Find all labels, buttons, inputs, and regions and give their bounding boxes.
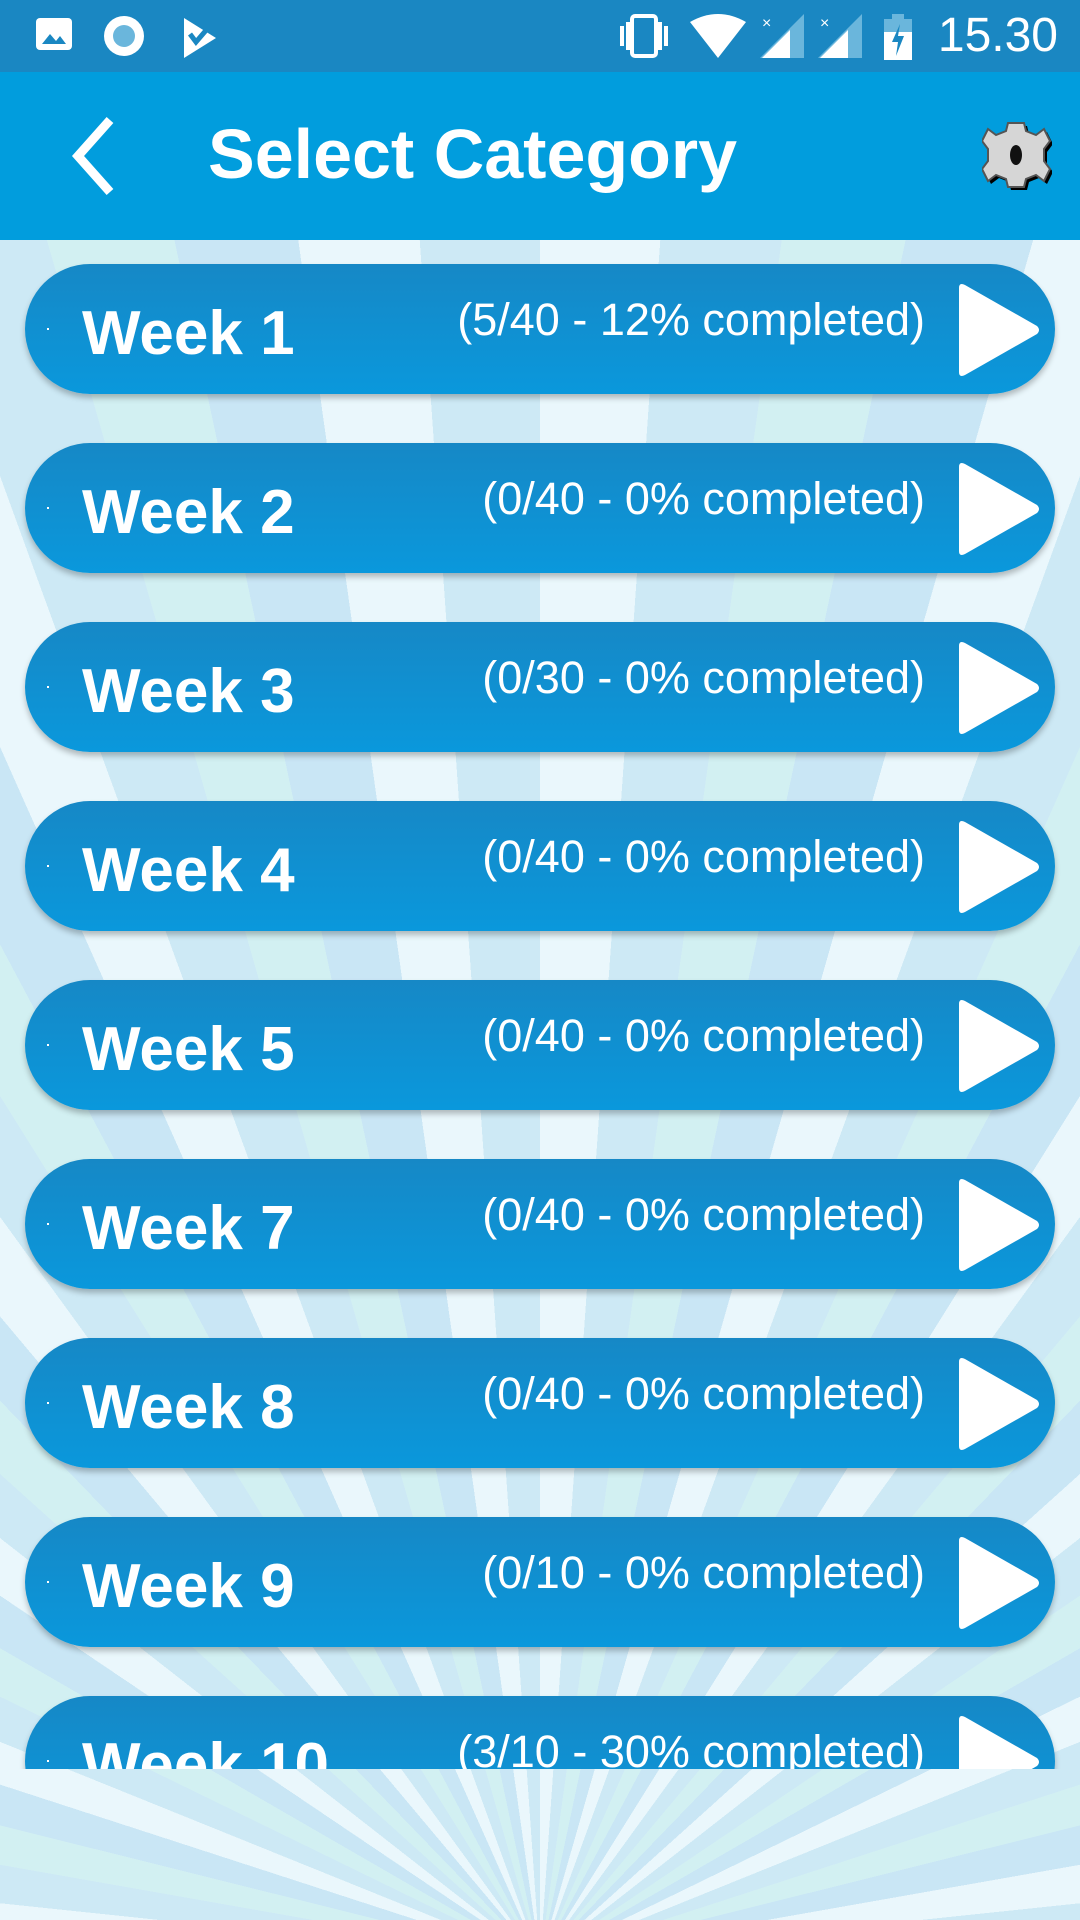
category-progress: (5/40 - 12% completed) [457,294,925,345]
category-progress: (3/10 - 30% completed) [457,1726,925,1769]
bullet-dot [47,1581,49,1583]
category-progress: (0/40 - 0% completed) [482,831,925,882]
category-button[interactable]: Week 9 (0/10 - 0% completed) [25,1517,1055,1647]
category-label: Week 5 [82,1015,295,1084]
category-label: Week 8 [82,1373,295,1442]
category-button[interactable]: Week 2 (0/40 - 0% completed) [25,443,1055,573]
category-progress: (0/40 - 0% completed) [482,473,925,524]
category-button[interactable]: Week 7 (0/40 - 0% completed) [25,1159,1055,1289]
category-progress: (0/40 - 0% completed) [482,1189,925,1240]
vibrate-icon [620,14,668,58]
bullet-dot [47,1223,49,1225]
play-icon [959,642,1039,734]
play-icon [959,1358,1039,1450]
signal-icon: × [818,14,862,58]
play-icon [959,284,1039,376]
category-label: Week 9 [82,1552,295,1621]
bullet-dot [47,328,49,330]
category-progress: (0/40 - 0% completed) [482,1368,925,1419]
play-icon [959,463,1039,555]
category-progress: (0/30 - 0% completed) [482,652,925,703]
category-button[interactable]: Week 4 (0/40 - 0% completed) [25,801,1055,931]
bullet-dot [47,1402,49,1404]
clock: 15.30 [937,9,1058,62]
category-label: Week 1 [82,299,295,368]
gear-icon[interactable] [982,118,1052,194]
battery-charging-icon [884,14,912,60]
category-button[interactable]: Week 1 (5/40 - 12% completed) [25,264,1055,394]
category-label: Week 4 [82,836,295,905]
play-icon [959,1537,1039,1629]
category-label: Week 10 [82,1731,330,1769]
category-list[interactable]: Week 1 (5/40 - 12% completed) Week 2 (0/… [0,240,1080,1769]
wifi-icon [690,14,746,58]
category-button[interactable]: Week 3 (0/30 - 0% completed) [25,622,1055,752]
play-icon [959,821,1039,913]
page-title: Select Category [208,115,738,193]
play-icon [959,1179,1039,1271]
play-icon [959,1716,1039,1769]
status-bar: × × 15.30 [0,0,1080,72]
signal-icon: × [760,14,804,58]
bullet-dot [47,1044,49,1046]
category-progress: (0/10 - 0% completed) [482,1547,925,1598]
category-label: Week 2 [82,478,295,547]
category-progress: (0/40 - 0% completed) [482,1010,925,1061]
category-button[interactable]: Week 5 (0/40 - 0% completed) [25,980,1055,1110]
bullet-dot [47,686,49,688]
category-label: Week 7 [82,1194,295,1263]
bullet-dot [47,865,49,867]
record-icon [104,16,144,56]
tasks-icon [184,18,216,58]
svg-text:×: × [762,15,771,32]
bullet-dot [47,507,49,509]
app-bar: Select Category [0,72,1080,240]
category-button[interactable]: Week 10 (3/10 - 30% completed) [25,1696,1055,1769]
bullet-dot [47,1760,49,1762]
gallery-icon [36,18,72,50]
chevron-left-icon[interactable] [66,114,126,198]
svg-text:×: × [820,15,829,32]
play-icon [959,1000,1039,1092]
category-label: Week 3 [82,657,295,726]
category-button[interactable]: Week 8 (0/40 - 0% completed) [25,1338,1055,1468]
